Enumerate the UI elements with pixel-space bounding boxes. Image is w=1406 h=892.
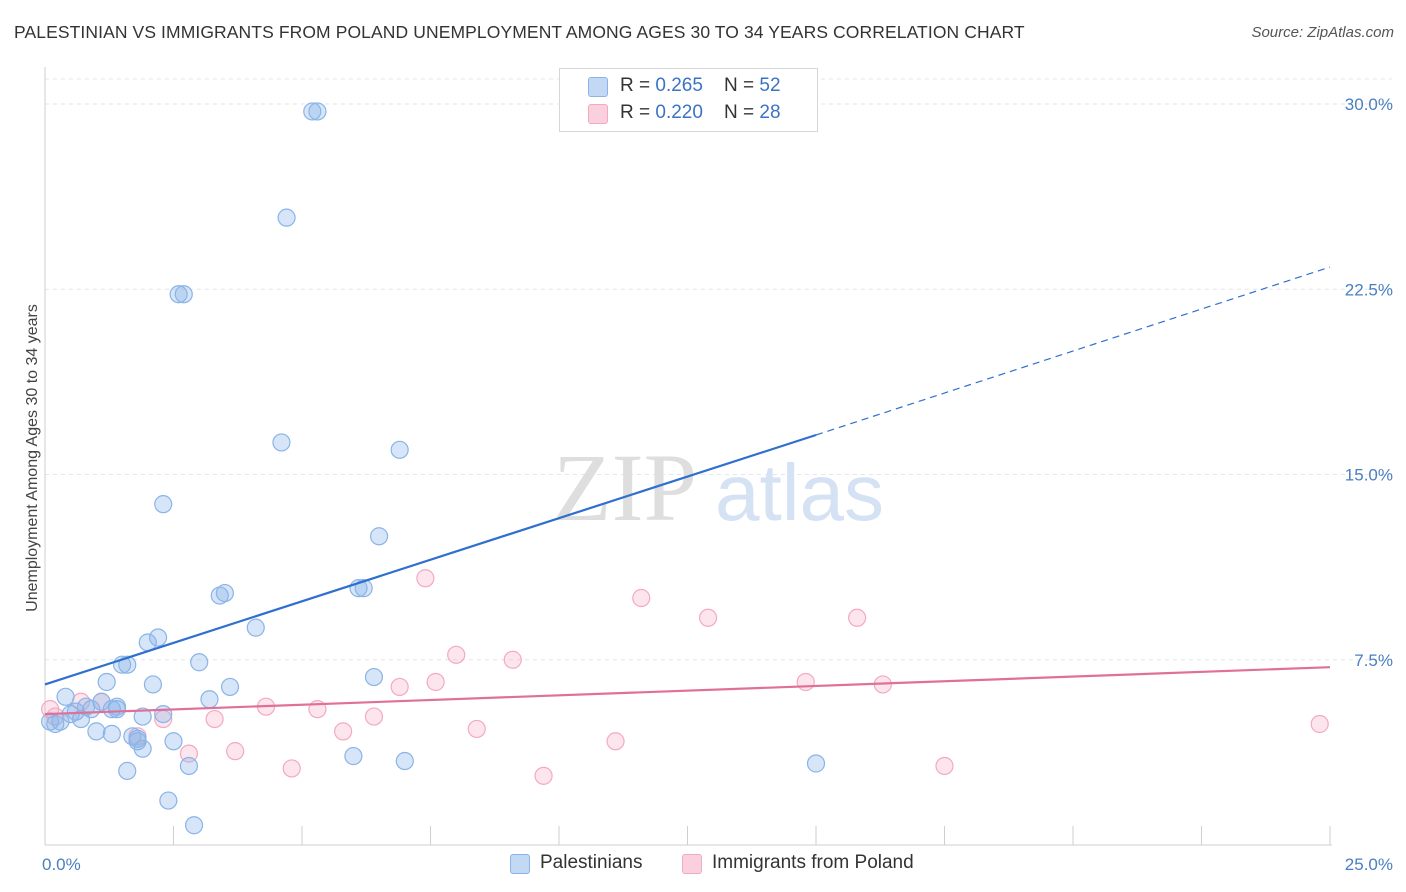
palestinians-point (148, 628, 168, 647)
palestinians-point (133, 707, 152, 726)
poland-point (46, 707, 65, 726)
palestinians-point (97, 672, 116, 692)
series-legend: Palestinians Immigrants from Poland (0, 852, 1406, 878)
palestinians-point (179, 756, 199, 776)
palestinians-point (154, 495, 173, 514)
poland-trend-line (44, 666, 1331, 716)
series-swatch-palestinians (510, 854, 530, 874)
poland-point (390, 677, 409, 697)
legend-text-poland: R = 0.220 N = 28 (620, 102, 781, 124)
palestinians-point (118, 655, 137, 674)
watermark-zip: ZIP (553, 434, 697, 541)
legend-n-value: 28 (759, 102, 781, 123)
palestinians-point (308, 102, 327, 121)
legend-r-value: 0.265 (655, 75, 703, 96)
palestinians-trend-extension (815, 266, 1331, 436)
palestinians-point (128, 729, 147, 748)
palestinians-point (143, 675, 163, 694)
y-tick-label: 7.5% (1354, 651, 1393, 670)
poland-point (935, 756, 954, 776)
palestinians-point (107, 700, 127, 719)
poland-point (447, 645, 466, 664)
palestinians-point (272, 433, 291, 452)
poland-point (426, 672, 445, 692)
y-axis-label: Unemployment Among Ages 30 to 34 years (24, 304, 41, 612)
palestinians-point (56, 687, 75, 706)
y-tick-label: 22.5% (1345, 280, 1393, 299)
trend-lines (44, 266, 1331, 716)
palestinians-trend-line (44, 433, 817, 686)
palestinians-point (159, 791, 178, 810)
poland-point (698, 608, 718, 627)
poland-point (503, 650, 522, 669)
poland-point (282, 759, 301, 778)
tick-labels: 7.5% 15.0% 22.5% 30.0% 0.0% 25.0% (42, 95, 1393, 874)
palestinians-point (174, 285, 193, 304)
poland-point (179, 744, 199, 763)
poland-point (606, 732, 625, 751)
watermark-atlas: atlas (715, 448, 884, 537)
palestinians-point (364, 667, 384, 687)
poland-point (848, 608, 867, 627)
palestinians-point (164, 732, 183, 751)
palestinians-point (118, 761, 137, 781)
series-label-palestinians: Palestinians (540, 852, 643, 873)
palestinians-point (154, 704, 173, 724)
palestinians-point (395, 751, 414, 771)
poland-point (534, 766, 553, 785)
poland-point (796, 672, 815, 692)
palestinians-point (354, 579, 373, 598)
palestinians-point (246, 618, 265, 637)
source-label: Source: ZipAtlas.com (1251, 24, 1394, 41)
poland-point (226, 742, 245, 761)
poland-point (205, 709, 224, 729)
palestinians-point (184, 816, 204, 835)
legend-r-value: 0.220 (655, 102, 703, 123)
palestinians-point (87, 722, 106, 741)
watermark: ZIP atlas (553, 434, 884, 541)
legend-n-label: N = (724, 102, 760, 123)
x-tick-label: 25.0% (1345, 855, 1393, 874)
poland-point (364, 707, 384, 726)
palestinians-point (303, 102, 322, 121)
series-label-poland: Immigrants from Poland (712, 852, 914, 873)
palestinians-point (390, 440, 409, 459)
palestinians-point (344, 746, 363, 766)
poland-point (467, 719, 486, 739)
palestinians-point (215, 583, 234, 603)
poland-point (334, 722, 353, 741)
y-tick-label: 15.0% (1345, 466, 1393, 485)
x-tick-label: 0.0% (42, 855, 81, 874)
chart-title: PALESTINIAN VS IMMIGRANTS FROM POLAND UN… (14, 22, 1025, 42)
palestinians-point (370, 527, 389, 546)
legend-text-palestinians: R = 0.265 N = 52 (620, 75, 781, 97)
poland-point (1310, 714, 1329, 734)
legend-r-label: R = (620, 102, 656, 123)
palestinians-point (169, 285, 188, 304)
y-tick-label: 30.0% (1345, 95, 1393, 114)
legend-n-value: 52 (759, 75, 781, 96)
legend-r-label: R = (620, 75, 656, 96)
palestinians-point (133, 739, 152, 758)
legend-swatch-poland (588, 104, 608, 124)
poland-point (416, 569, 435, 588)
palestinians-point (806, 754, 826, 773)
grid-lines (44, 78, 1392, 845)
poland-point (632, 588, 651, 608)
palestinians-points (41, 102, 826, 835)
palestinians-point (102, 724, 121, 743)
palestinians-point (190, 653, 209, 672)
palestinians-point (277, 208, 296, 227)
palestinians-point (220, 677, 240, 697)
immigrants-from-poland-points (41, 569, 1329, 785)
stats-legend: R = 0.265 N = 52 R = 0.220 N = 28 (559, 68, 818, 132)
legend-n-label: N = (724, 75, 760, 96)
series-swatch-poland (682, 854, 702, 874)
palestinians-point (200, 690, 219, 709)
legend-swatch-palestinians (588, 77, 608, 97)
